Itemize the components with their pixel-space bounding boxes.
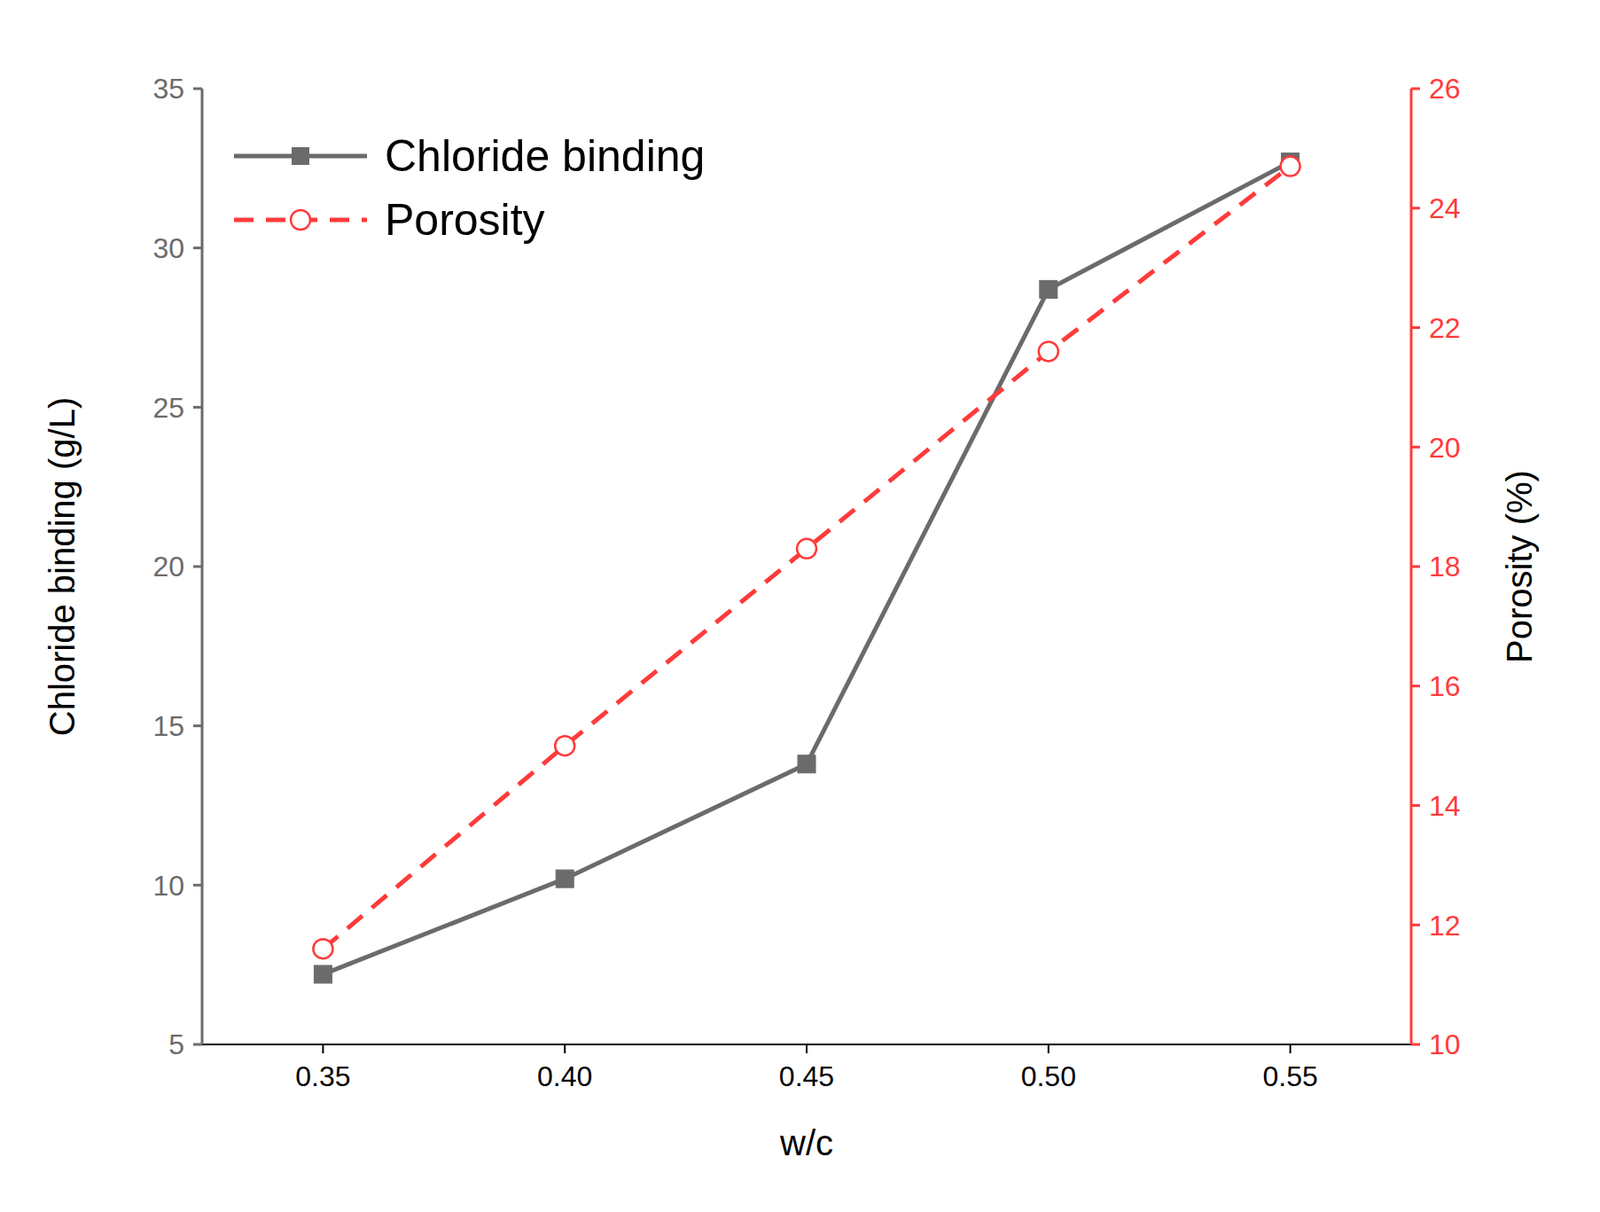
svg-text:w/c: w/c — [779, 1123, 834, 1163]
svg-text:25: 25 — [152, 391, 185, 424]
svg-text:22: 22 — [1428, 312, 1461, 344]
svg-text:16: 16 — [1428, 670, 1461, 703]
svg-text:30: 30 — [152, 232, 185, 265]
svg-text:0.45: 0.45 — [779, 1060, 835, 1093]
svg-text:12: 12 — [1428, 909, 1461, 942]
svg-text:Porosity (%): Porosity (%) — [1499, 469, 1539, 664]
html-text:Porosity: Porosity — [384, 195, 545, 245]
svg-text:0.50: 0.50 — [1021, 1060, 1077, 1093]
svg-text:0.35: 0.35 — [295, 1060, 351, 1093]
svg-text:18: 18 — [1428, 550, 1461, 583]
svg-text:Chloride binding (g/L): Chloride binding (g/L) — [42, 397, 82, 736]
svg-text:5: 5 — [168, 1028, 185, 1061]
svg-text:20: 20 — [152, 550, 185, 583]
svg-text:15: 15 — [152, 710, 185, 742]
svg-text:0.40: 0.40 — [537, 1060, 593, 1093]
svg-text:0.55: 0.55 — [1262, 1060, 1318, 1093]
svg-text:14: 14 — [1428, 789, 1461, 822]
svg-text:24: 24 — [1428, 192, 1461, 225]
svg-text:10: 10 — [1428, 1028, 1461, 1061]
svg-text:26: 26 — [1428, 72, 1461, 105]
svg-text:35: 35 — [152, 72, 185, 105]
svg-text:10: 10 — [152, 869, 185, 902]
svg-text:20: 20 — [1428, 431, 1461, 464]
html-text:Chloride binding: Chloride binding — [384, 131, 706, 181]
